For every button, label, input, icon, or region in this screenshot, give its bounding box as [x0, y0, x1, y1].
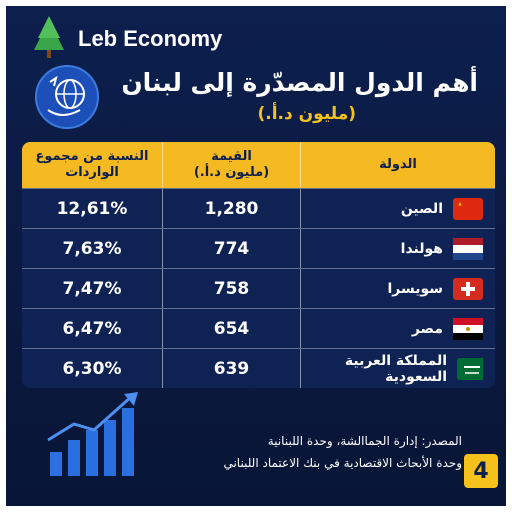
page-number: 4 [464, 454, 498, 488]
header-cell: القيمة (مليون د.أ.) [162, 142, 300, 188]
brand: Leb Economy [78, 26, 223, 51]
flag [453, 317, 483, 340]
table-cell: 12,61% [22, 189, 162, 228]
header-text: القيمة [211, 149, 252, 164]
table-cell: 6,47% [22, 309, 162, 348]
country-name: سويسرا [387, 280, 443, 297]
table-cell: 1,280 [162, 189, 300, 228]
title: أهم الدول المصدّرة إلى لبنان [121, 68, 478, 97]
country-name: المملكة العربية السعودية [344, 352, 448, 385]
table-cell: 654 [162, 309, 300, 348]
table-cell: 774 [162, 229, 300, 268]
table-row: 12,61% 1,280 الصين [22, 188, 495, 228]
share: 6,47% [62, 318, 122, 339]
country-name: الصين [400, 200, 443, 217]
table-cell: 758 [162, 269, 300, 308]
table-cell: 639 [162, 349, 300, 388]
table-row: 6,30% 639 المملكة العربية السعودية [22, 348, 495, 388]
header-text: الدولة [379, 157, 417, 172]
header-text: (مليون د.أ.) [193, 165, 270, 180]
flag [457, 357, 483, 380]
table-cell: سويسرا [300, 269, 495, 308]
globe-icon [35, 65, 99, 129]
table: النسبة من مجموع الواردات القيمة (مليون د.أ.… [22, 142, 495, 388]
table-row: 6,47% 654 مصر [22, 308, 495, 348]
table-cell: 7,47% [22, 269, 162, 308]
header-cell: النسبة من مجموع الواردات [22, 142, 162, 188]
table-cell: المملكة العربية السعودية [300, 349, 495, 388]
country-name: مصر [411, 320, 443, 337]
value: 639 [213, 358, 250, 379]
table-row: 7,47% 758 سويسرا [22, 268, 495, 308]
value: 774 [213, 238, 250, 259]
header-cell: الدولة [300, 142, 495, 188]
share: 12,61% [56, 198, 128, 219]
flag [453, 197, 483, 220]
source-line: وحدة الأبحاث الاقتصادية في بنك الاعتماد … [223, 456, 462, 470]
value: 1,280 [204, 198, 259, 219]
subtitle: (مليون د.أ.) [257, 104, 357, 124]
flag [453, 237, 483, 260]
share: 7,47% [62, 278, 122, 299]
table-cell: الصين [300, 189, 495, 228]
value: 758 [213, 278, 250, 299]
table-cell: 7,63% [22, 229, 162, 268]
value: 654 [213, 318, 250, 339]
share: 6,30% [62, 358, 122, 379]
table-cell: 6,30% [22, 349, 162, 388]
country-name: هولندا [400, 240, 443, 257]
share: 7,63% [62, 238, 122, 259]
table-header: النسبة من مجموع الواردات القيمة (مليون د.أ.… [22, 142, 495, 188]
flag [453, 277, 483, 300]
cedar-logo [34, 16, 64, 58]
table-cell: هولندا [300, 229, 495, 268]
page: Leb Economy أهم الدول المصدّرة إلى لبنان… [6, 6, 506, 506]
header-text: الواردات [65, 165, 119, 180]
source-line: المصدر: إدارة الجماالشة، وحدة اللبنانية [267, 434, 462, 448]
growth-icon [47, 392, 138, 476]
table-cell: مصر [300, 309, 495, 348]
header-text: النسبة من مجموع [35, 149, 149, 164]
table-row: 7,63% 774 هولندا [22, 228, 495, 268]
